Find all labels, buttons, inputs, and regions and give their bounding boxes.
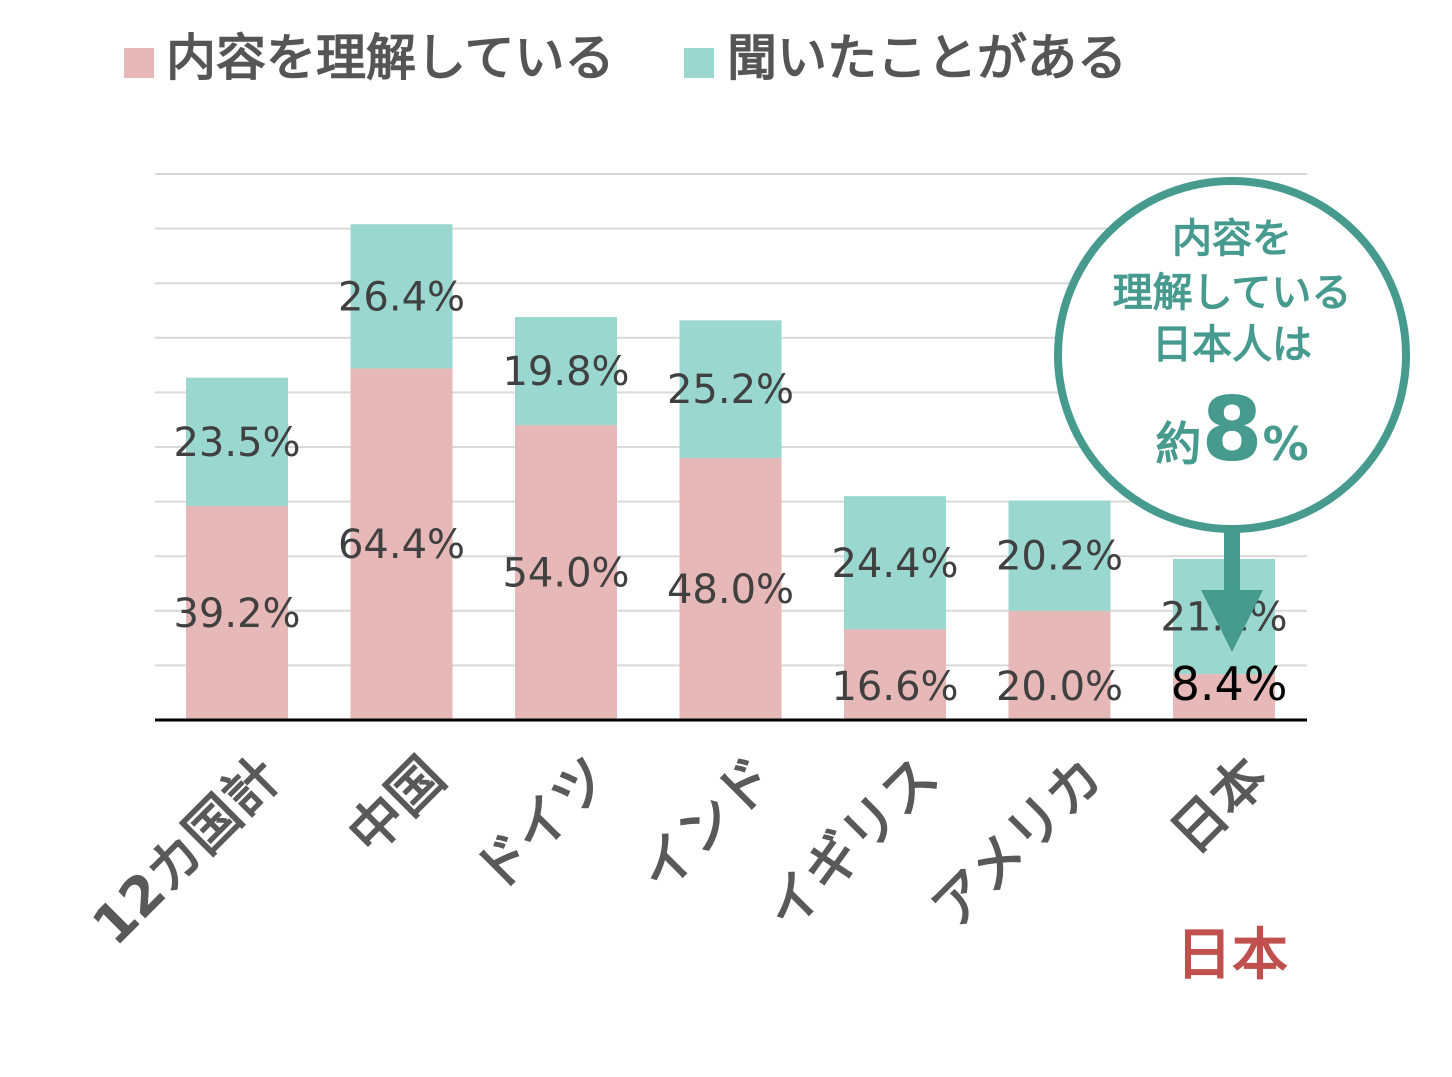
- data-label-understand: 54.0%: [502, 551, 629, 597]
- callout-arrow-shaft: [1224, 527, 1240, 592]
- category-label: 12カ国計: [80, 745, 292, 957]
- category-label: インド: [627, 745, 786, 904]
- data-label-heard: 19.8%: [502, 349, 629, 395]
- data-label-heard: 25.2%: [667, 367, 794, 413]
- legend: 内容を理解している 聞いたことがある: [124, 29, 1127, 87]
- callout-line-2: 理解している: [1113, 270, 1352, 316]
- data-label-heard: 20.2%: [996, 534, 1123, 580]
- data-labels: 23.5% 39.2% 26.4% 64.4% 19.8% 54.0% 25.2% 48.0%…: [173, 274, 1287, 711]
- bar-heard: [515, 317, 617, 426]
- callout: 内容を 理解している 日本人は 約8%: [1054, 177, 1410, 652]
- bar-heard: [350, 224, 453, 369]
- data-label-understand: 16.6%: [831, 664, 958, 710]
- bar-understand: [350, 368, 453, 720]
- bar-understand: [186, 505, 288, 720]
- data-label-understand: 8.4%: [1171, 657, 1288, 711]
- bar-understand: [679, 457, 782, 720]
- bar-understand: [515, 425, 617, 720]
- category-label: アメリカ: [920, 745, 1115, 940]
- callout-big-number: 8: [1201, 378, 1262, 481]
- callout-line-3: 日本人は: [1152, 322, 1312, 368]
- callout-line-4: 約8%: [1155, 378, 1308, 481]
- data-label-understand: 39.2%: [173, 591, 300, 637]
- callout-line-1: 内容を: [1172, 216, 1292, 262]
- bar-understand: [1008, 610, 1111, 720]
- data-label-understand: 20.0%: [996, 664, 1123, 710]
- bar-understand: [844, 629, 946, 720]
- data-label-understand: 64.4%: [338, 522, 465, 568]
- category-label: イギリス: [753, 745, 950, 942]
- category-label: ドイツ: [462, 745, 621, 904]
- bar-understand: [1173, 674, 1275, 720]
- category-label: 日本: [1159, 745, 1280, 866]
- legend-swatch-heard: [684, 48, 714, 78]
- legend-swatch-understand: [124, 48, 154, 78]
- data-label-heard: 24.4%: [831, 541, 958, 587]
- bar-heard: [844, 496, 946, 630]
- callout-suffix: %: [1263, 417, 1309, 471]
- bar-heard: [679, 320, 782, 458]
- data-label-heard: 23.5%: [173, 420, 300, 466]
- bar-heard: [186, 377, 288, 506]
- legend-label-heard: 聞いたことがある: [727, 29, 1127, 87]
- category-label: 中国: [336, 745, 457, 866]
- bars: [186, 224, 1275, 720]
- callout-arrow-head: [1201, 590, 1263, 652]
- data-label-understand: 48.0%: [667, 567, 794, 613]
- japan-highlight-label: 日本: [1176, 923, 1288, 988]
- legend-label-understand: 内容を理解している: [166, 29, 615, 87]
- callout-prefix: 約: [1155, 417, 1201, 471]
- bar-heard: [1008, 500, 1111, 611]
- data-label-heard: 26.4%: [338, 274, 465, 320]
